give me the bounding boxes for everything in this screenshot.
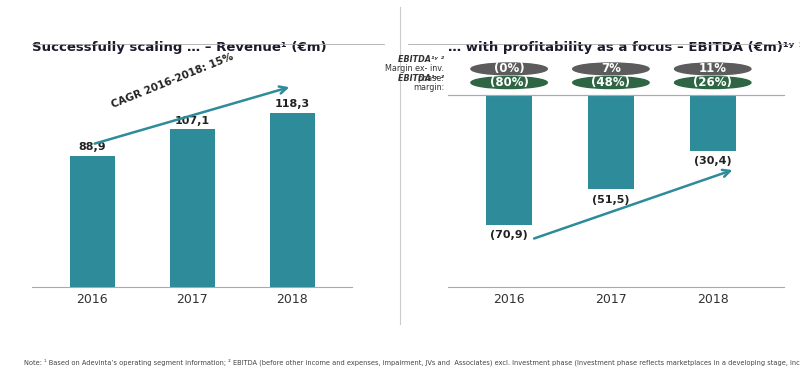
Bar <box>486 95 532 225</box>
Text: Margin ex- inv.: Margin ex- inv. <box>385 64 444 74</box>
Text: (30,4): (30,4) <box>694 156 731 166</box>
Bar <box>588 95 634 190</box>
Text: 107,1: 107,1 <box>174 116 210 126</box>
Bar <box>690 95 736 151</box>
Text: … with profitability as a focus – EBITDA (€m)¹ʸ ²: … with profitability as a focus – EBITDA… <box>448 40 800 54</box>
Text: (51,5): (51,5) <box>592 195 630 205</box>
Ellipse shape <box>573 77 649 89</box>
Text: 7%: 7% <box>601 63 621 75</box>
Text: Successfully scaling … – Revenue¹ (€m): Successfully scaling … – Revenue¹ (€m) <box>32 40 326 54</box>
Text: (0%): (0%) <box>494 63 525 75</box>
Ellipse shape <box>674 63 751 75</box>
Ellipse shape <box>573 63 649 75</box>
Text: 11%: 11% <box>698 63 726 75</box>
Text: (26%): (26%) <box>694 76 732 89</box>
Text: CAGR 2016-2018: 15%: CAGR 2016-2018: 15% <box>110 51 234 110</box>
Text: EBITDA¹ʸ ²: EBITDA¹ʸ ² <box>398 74 444 83</box>
Text: (70,9): (70,9) <box>490 230 528 240</box>
Text: 88,9: 88,9 <box>78 142 106 152</box>
Bar <box>170 130 214 287</box>
Ellipse shape <box>471 77 547 89</box>
Bar <box>70 156 114 287</box>
Text: EBITDA¹ʸ ²: EBITDA¹ʸ ² <box>398 55 444 64</box>
Ellipse shape <box>674 77 751 89</box>
Ellipse shape <box>471 63 547 75</box>
Text: (80%): (80%) <box>490 76 529 89</box>
Text: 118,3: 118,3 <box>274 99 310 109</box>
Text: phase:: phase: <box>417 74 444 83</box>
Text: margin:: margin: <box>413 82 444 92</box>
Bar <box>270 113 314 287</box>
Text: (48%): (48%) <box>591 76 630 89</box>
Text: Note: ¹ Based on Adevinta’s operating segment information; ² EBITDA (before othe: Note: ¹ Based on Adevinta’s operating se… <box>24 359 800 366</box>
